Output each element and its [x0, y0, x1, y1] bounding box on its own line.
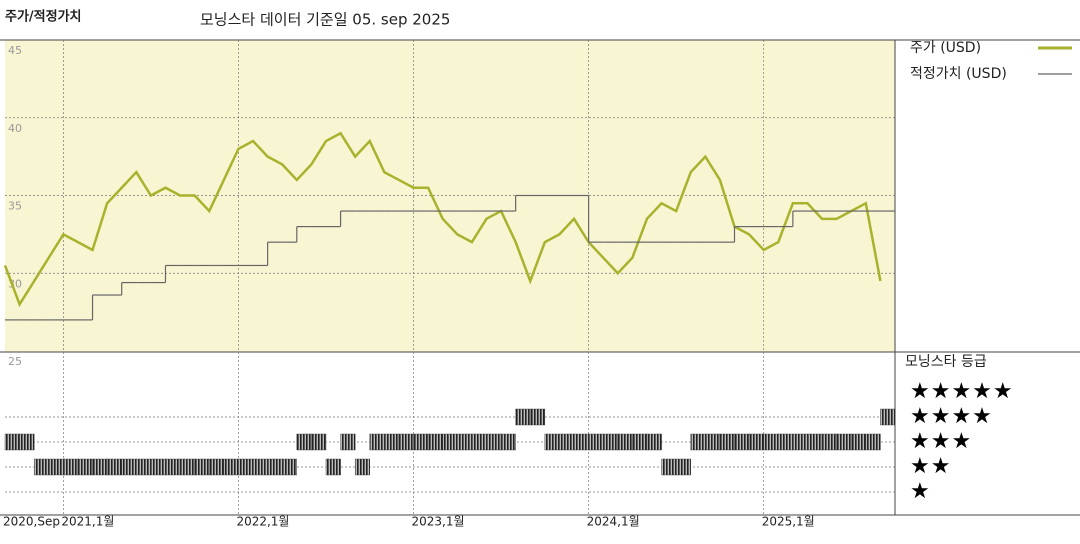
rating-bar	[427, 433, 443, 451]
rating-bar	[48, 458, 64, 476]
rating-bar	[471, 433, 487, 451]
rating-bar	[486, 433, 502, 451]
rating-row-label: ★	[910, 479, 931, 504]
x-tick-label: 2020,Sep	[3, 515, 60, 529]
rating-bar	[734, 433, 750, 451]
y-tick-label: 25	[8, 355, 22, 368]
x-tick-label: 2022,1월	[236, 515, 289, 529]
rating-bar	[413, 433, 429, 451]
rating-bar	[763, 433, 779, 451]
rating-bar	[121, 458, 137, 476]
rating-bar	[150, 458, 166, 476]
rating-row-label: ★★★★★	[910, 379, 1014, 404]
rating-bar	[821, 433, 837, 451]
x-tick-label: 2024,1월	[587, 515, 640, 529]
rating-bar	[865, 433, 881, 451]
rating-bar	[92, 458, 108, 476]
rating-bar	[705, 433, 721, 451]
rating-bar	[588, 433, 604, 451]
y-tick-label: 35	[8, 200, 22, 213]
rating-bar	[515, 408, 531, 426]
x-tick-label: 2021,1월	[61, 515, 114, 529]
rating-bar	[209, 458, 225, 476]
rating-bar	[500, 433, 516, 451]
rating-bar	[602, 433, 618, 451]
rating-bar	[661, 458, 677, 476]
rating-bar	[851, 433, 867, 451]
chart-subtitle: 모닝스타 데이터 기준일 05. sep 2025	[200, 11, 450, 29]
rating-bar	[325, 458, 341, 476]
rating-row-label: ★★★	[910, 429, 972, 454]
rating-bar	[252, 458, 268, 476]
rating-bar	[544, 433, 560, 451]
rating-bar	[223, 458, 239, 476]
legend-label: 적정가치 (USD)	[910, 66, 1007, 82]
rating-bar	[617, 433, 633, 451]
rating-bar	[807, 433, 823, 451]
rating-bar	[106, 458, 122, 476]
x-tick-label: 2023,1월	[412, 515, 465, 529]
legend-label: 주가 (USD)	[910, 40, 981, 56]
rating-bar	[778, 433, 794, 451]
rating-bar	[354, 458, 370, 476]
rating-bar	[165, 458, 181, 476]
rating-bar	[836, 433, 852, 451]
rating-bar	[33, 458, 49, 476]
price-panel-bg	[5, 40, 895, 352]
rating-bar	[748, 433, 764, 451]
rating-bar	[719, 433, 735, 451]
rating-bar	[194, 458, 210, 476]
rating-bar	[63, 458, 79, 476]
rating-bar	[646, 433, 662, 451]
rating-bar	[690, 433, 706, 451]
rating-bar	[340, 433, 356, 451]
rating-bar	[311, 433, 327, 451]
rating-bar	[19, 433, 35, 451]
rating-bar	[880, 408, 896, 426]
rating-bar	[632, 433, 648, 451]
chart-title: 주가/적정가치	[5, 9, 82, 25]
rating-bar	[238, 458, 254, 476]
rating-bar	[792, 433, 808, 451]
rating-title: 모닝스타 등급	[905, 354, 987, 370]
rating-bar	[4, 433, 20, 451]
rating-bar	[573, 433, 589, 451]
rating-row-label: ★★★★	[910, 404, 993, 429]
rating-bar	[77, 458, 93, 476]
rating-bar	[282, 458, 298, 476]
rating-bar	[369, 433, 385, 451]
x-tick-label: 2025,1월	[762, 515, 815, 529]
rating-bar	[675, 458, 691, 476]
rating-bar	[179, 458, 195, 476]
rating-row-label: ★★	[910, 454, 951, 479]
rating-bar	[530, 408, 546, 426]
rating-bar	[559, 433, 575, 451]
rating-bar	[442, 433, 458, 451]
rating-bar	[384, 433, 400, 451]
rating-bar	[136, 458, 152, 476]
y-tick-label: 40	[8, 122, 22, 135]
rating-bar	[398, 433, 414, 451]
y-tick-label: 45	[8, 44, 22, 57]
rating-bar	[267, 458, 283, 476]
rating-bar	[296, 433, 312, 451]
rating-bar	[457, 433, 473, 451]
